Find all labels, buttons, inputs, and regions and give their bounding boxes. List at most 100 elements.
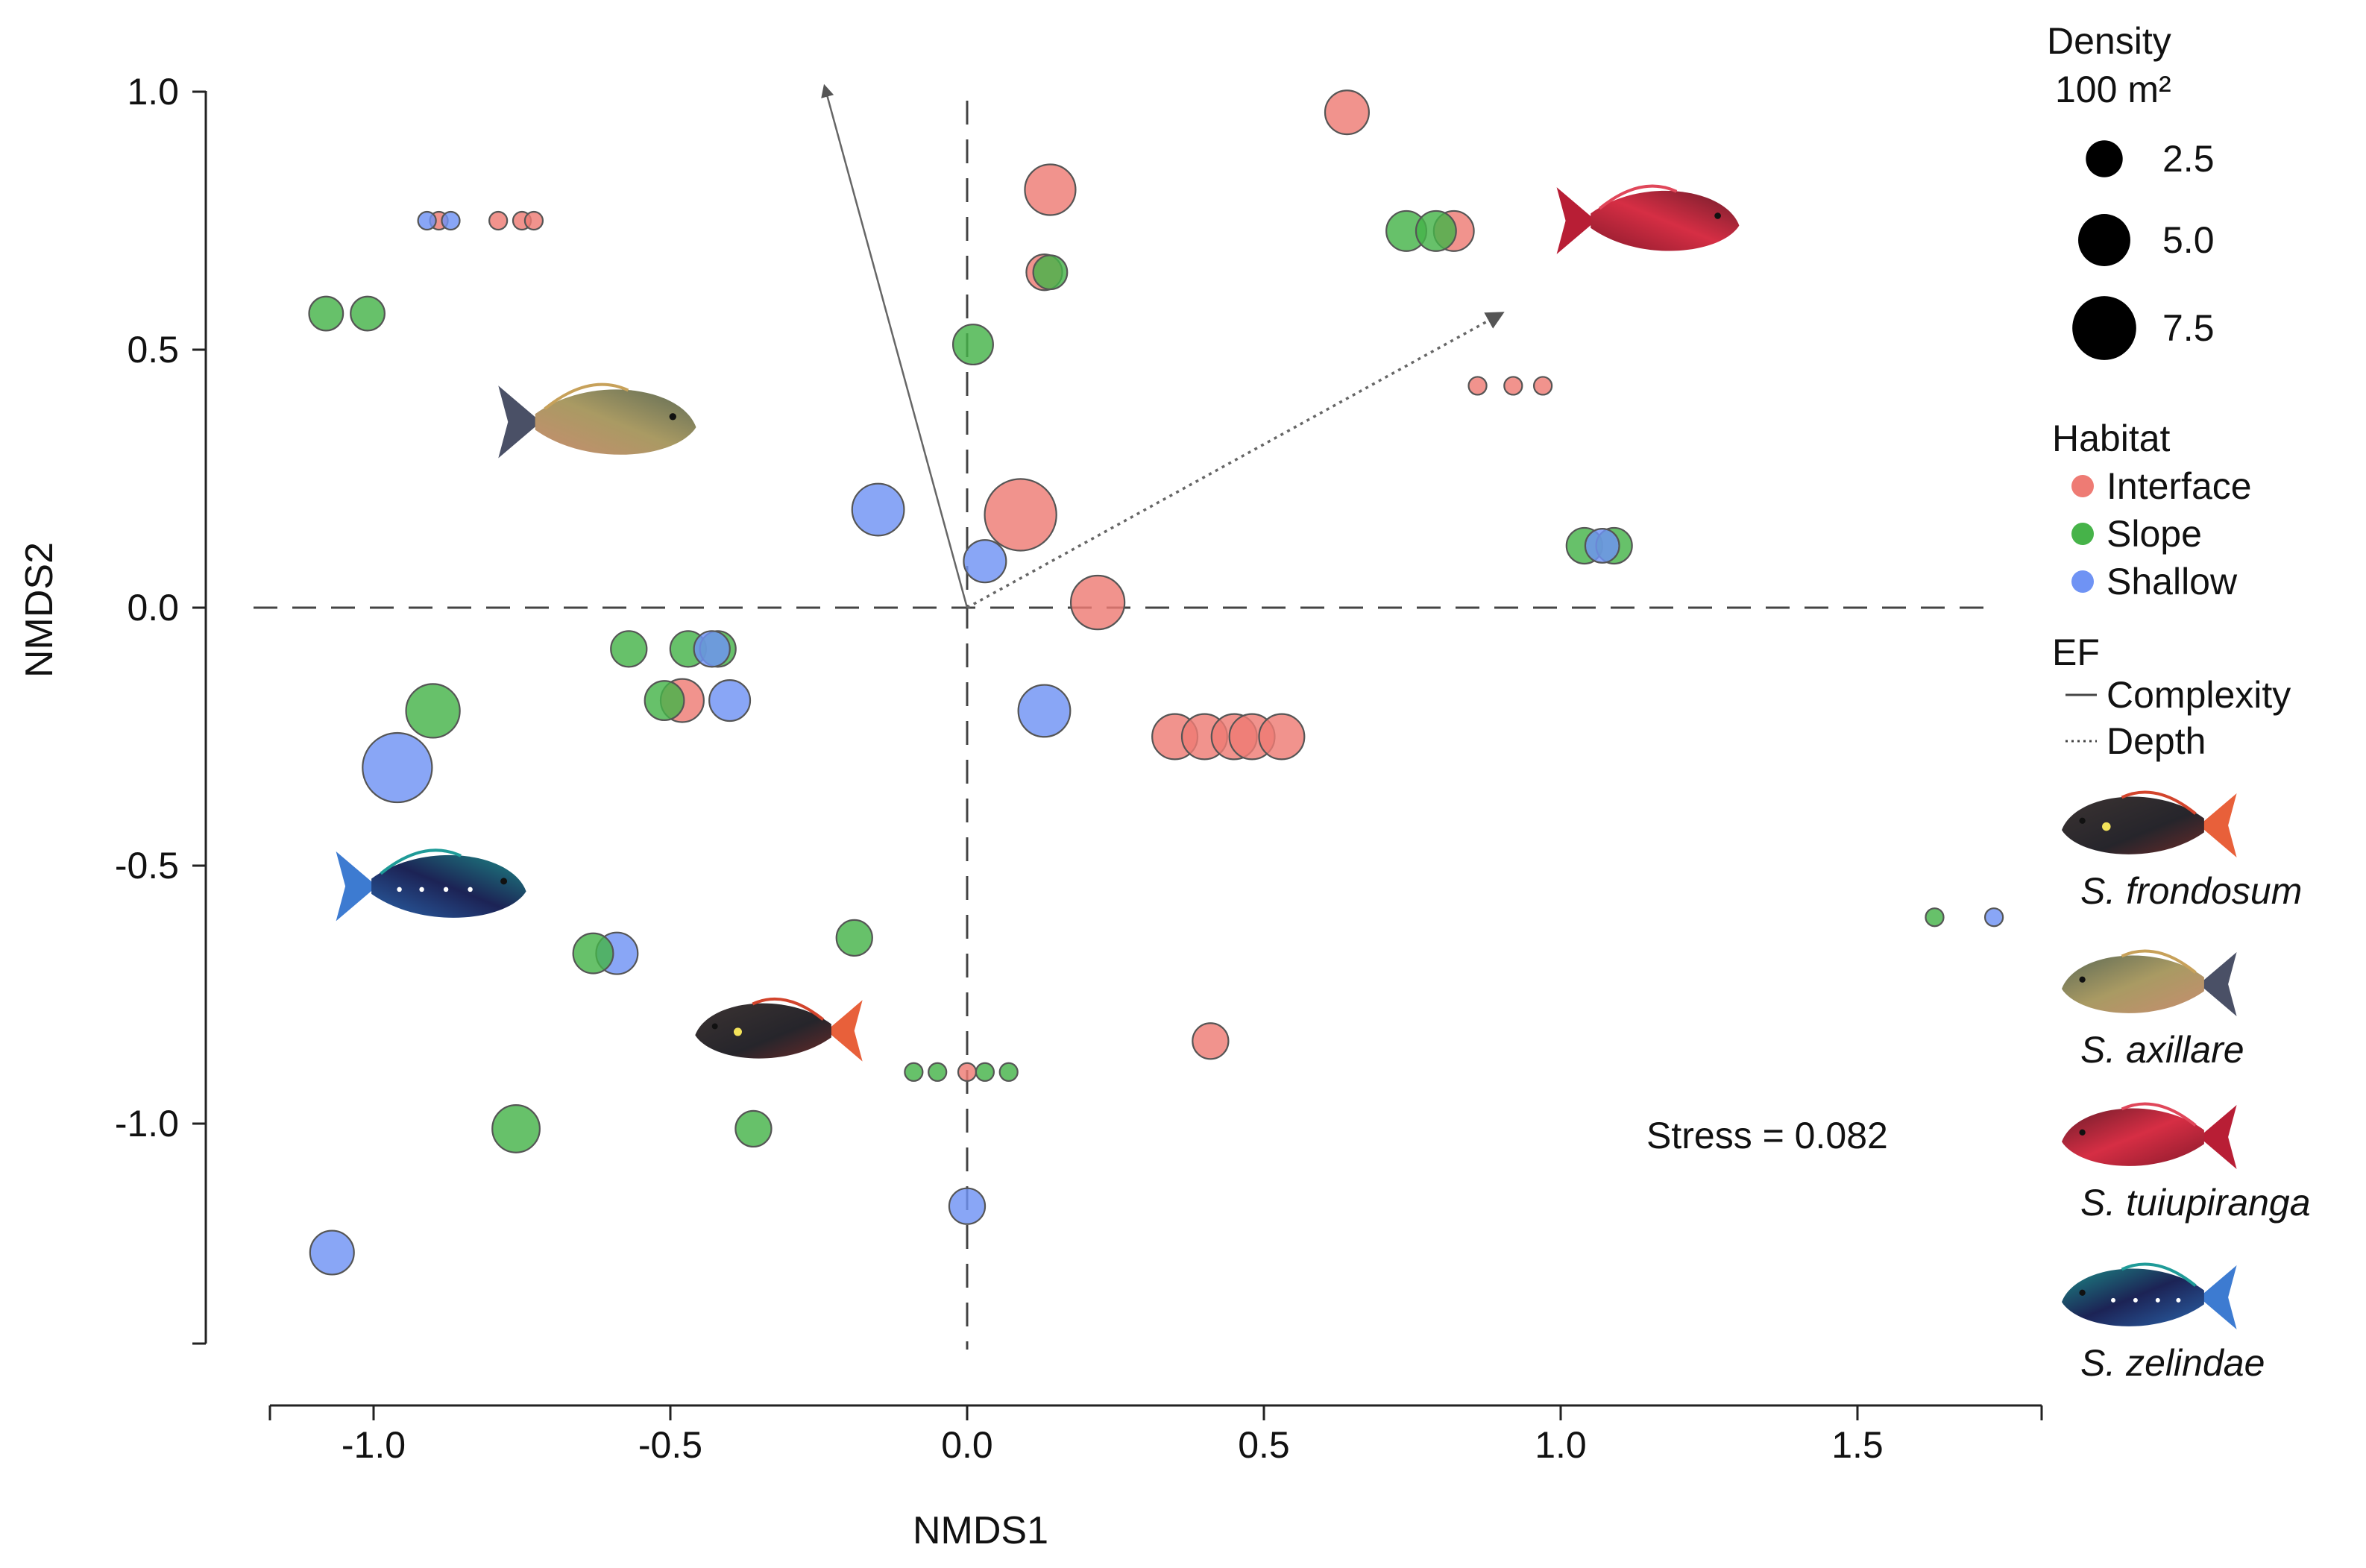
species-legend-fish xyxy=(2062,1262,2237,1330)
point-slope xyxy=(1925,907,1945,928)
density-legend-label: 5.0 xyxy=(2162,219,2215,261)
point-shallow xyxy=(1584,528,1620,564)
y-tick-label: -1.0 xyxy=(115,1103,179,1144)
point-slope xyxy=(998,1062,1019,1082)
x-tick-label: 0.5 xyxy=(1238,1424,1290,1466)
stress-label: Stress = 0.082 xyxy=(1646,1115,1888,1156)
point-slope xyxy=(610,630,648,668)
species-fish-stuiupiranga xyxy=(1556,184,1740,254)
x-axis-label: NMDS1 xyxy=(913,1509,1048,1552)
point-shallow xyxy=(963,539,1007,584)
species-fish-sfrondosum xyxy=(695,997,863,1062)
point-slope xyxy=(928,1062,948,1082)
y-tick-label: 1.0 xyxy=(127,71,179,113)
point-shallow xyxy=(309,1229,355,1276)
density-legend-items: 2.5 5.0 7.5 xyxy=(2072,138,2215,360)
x-ticks: -1.0 -0.5 0.0 0.5 1.0 1.5 xyxy=(268,1405,2043,1466)
species-fish-saxillare xyxy=(498,382,696,459)
density-legend-circle xyxy=(2078,214,2130,266)
point-interface xyxy=(957,1062,978,1082)
density-legend-unit: 100 m² xyxy=(2055,69,2171,110)
habitat-legend-swatch xyxy=(2071,570,2094,593)
point-slope xyxy=(734,1109,773,1148)
x-tick-label: -1.0 xyxy=(342,1424,406,1466)
habitat-legend-title: Habitat xyxy=(2052,418,2171,459)
plot-fish-images xyxy=(336,184,1740,1062)
point-interface xyxy=(1069,574,1126,631)
reference-lines xyxy=(254,101,1998,1350)
density-legend-label: 2.5 xyxy=(2162,138,2215,180)
point-shallow xyxy=(1983,907,2004,928)
habitat-legend-swatch xyxy=(2071,523,2094,545)
point-slope xyxy=(350,295,386,332)
point-interface xyxy=(523,210,544,231)
point-slope xyxy=(835,919,873,957)
point-shallow xyxy=(441,210,461,231)
point-shallow xyxy=(851,482,905,537)
habitat-legend-label: Interface xyxy=(2107,465,2252,507)
point-interface xyxy=(1503,376,1523,396)
point-interface xyxy=(984,478,1057,552)
species-legend-fish xyxy=(2062,1102,2237,1170)
point-interface xyxy=(1192,1022,1230,1060)
point-slope xyxy=(572,932,614,975)
point-shallow xyxy=(948,1187,987,1225)
x-tick-label: 1.5 xyxy=(1831,1424,1884,1466)
species-legend-items: S. frondosum S. axillare S. tuiupiranga S. … xyxy=(2062,790,2311,1384)
point-shallow xyxy=(693,630,731,668)
species-legend-label: S. frondosum xyxy=(2080,870,2302,912)
y-tick-label: 0.5 xyxy=(127,329,179,371)
y-tick-label: 0.0 xyxy=(127,587,179,629)
point-slope xyxy=(644,680,685,721)
density-legend-circle xyxy=(2072,296,2136,360)
species-legend-label: S. tuiupiranga xyxy=(2080,1182,2311,1224)
y-tick-label: -0.5 xyxy=(115,845,179,887)
point-interface xyxy=(1532,376,1553,396)
depth-vector xyxy=(966,312,1505,609)
point-slope xyxy=(405,683,461,739)
x-tick-label: 1.0 xyxy=(1535,1424,1587,1466)
species-legend-label: S. axillare xyxy=(2080,1029,2244,1071)
point-shallow xyxy=(417,210,437,231)
ef-legend-label: Depth xyxy=(2107,720,2206,762)
axes: 1.0 0.5 0.0 -0.5 -1.0 -1.0 -0.5 0.0 0.5 1.0 1.5 N… xyxy=(18,71,2043,1552)
species-fish-szelindae xyxy=(336,848,526,922)
environmental-vectors xyxy=(821,84,1505,609)
density-legend-label: 7.5 xyxy=(2162,307,2215,349)
data-points xyxy=(308,89,2004,1276)
point-shallow xyxy=(362,731,433,804)
y-axis-label: NMDS2 xyxy=(18,542,61,678)
point-slope xyxy=(1032,254,1069,291)
ef-legend-label: Complexity xyxy=(2107,674,2291,716)
habitat-legend-label: Slope xyxy=(2107,513,2202,555)
point-interface xyxy=(1324,89,1370,136)
habitat-legend-swatch xyxy=(2071,475,2094,497)
legend: Density 100 m² 2.5 5.0 7.5 Habitat Interfa… xyxy=(2047,20,2311,1384)
point-interface xyxy=(1258,713,1306,761)
ef-legend-title: EF xyxy=(2052,632,2100,673)
point-slope xyxy=(975,1062,995,1082)
point-shallow xyxy=(1017,684,1072,738)
point-slope xyxy=(491,1104,541,1153)
x-tick-label: 0.0 xyxy=(941,1424,993,1466)
point-slope xyxy=(951,324,994,366)
density-legend-title: Density xyxy=(2047,20,2171,62)
habitat-legend-items: Interface Slope Shallow xyxy=(2071,465,2252,602)
point-slope xyxy=(904,1062,924,1082)
point-slope xyxy=(308,295,344,332)
complexity-vector xyxy=(821,84,969,608)
point-interface xyxy=(1467,376,1488,396)
point-slope xyxy=(1415,210,1457,252)
point-shallow xyxy=(708,679,752,722)
point-interface xyxy=(1024,163,1077,216)
density-legend-circle xyxy=(2086,140,2123,177)
habitat-legend-label: Shallow xyxy=(2107,561,2238,602)
species-legend-fish xyxy=(2062,949,2237,1017)
y-ticks: 1.0 0.5 0.0 -0.5 -1.0 xyxy=(115,71,206,1345)
point-interface xyxy=(488,210,509,231)
x-tick-label: -0.5 xyxy=(638,1424,702,1466)
species-legend-fish xyxy=(2062,790,2237,858)
species-legend-label: S. zelindae xyxy=(2080,1342,2265,1384)
